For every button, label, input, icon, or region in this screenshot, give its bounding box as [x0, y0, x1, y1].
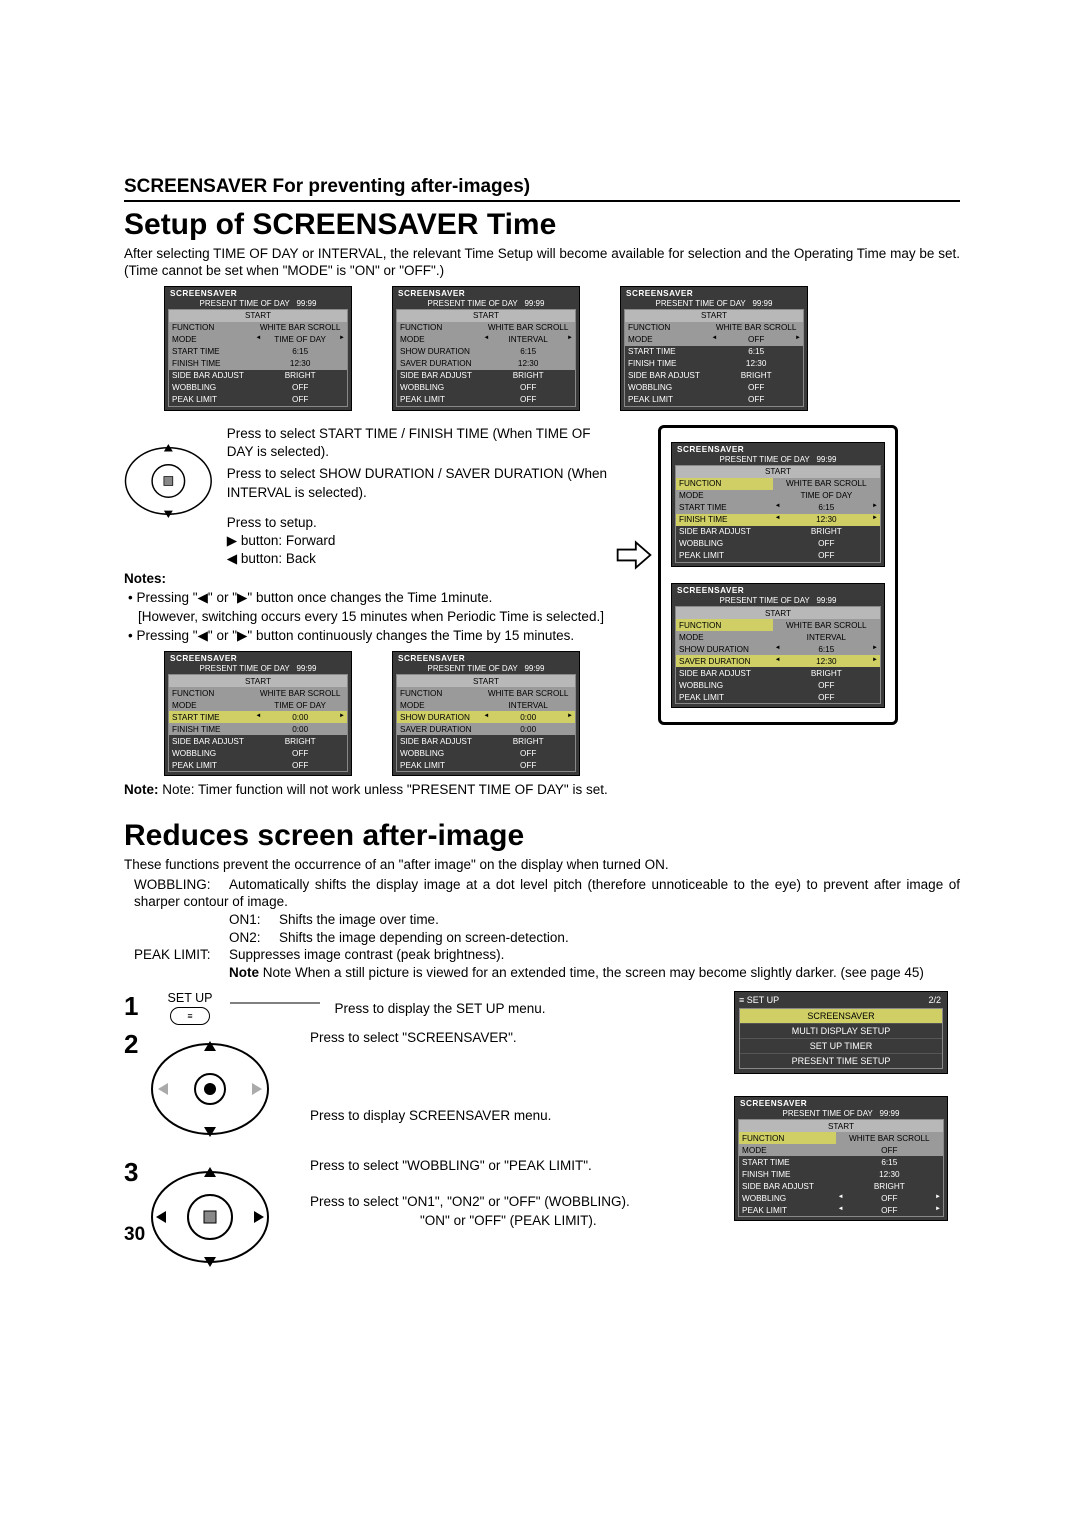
step-number: 1: [124, 991, 150, 1022]
section-header: SCREENSAVER For preventing after-images): [124, 176, 960, 202]
leader-line-icon: [230, 991, 330, 1013]
manual-page: SCREENSAVER For preventing after-images)…: [0, 0, 1080, 1528]
arrow-right-icon: [614, 535, 654, 575]
def-label: PEAK LIMIT:: [134, 946, 229, 964]
setup-osd-page: 2/2: [928, 995, 941, 1005]
setup-button-icon: ≡: [170, 1007, 210, 1025]
step-number: 3: [124, 1157, 150, 1188]
def-label: ON1:: [229, 911, 279, 929]
instr-text: Press to setup.: [227, 514, 614, 532]
osd-panel: SCREENSAVERPRESENT TIME OF DAY 99:99STAR…: [164, 286, 352, 411]
osd-panel: SCREENSAVERPRESENT TIME OF DAY 99:99STAR…: [392, 651, 580, 776]
instr-text: ◀ button: Back: [227, 550, 614, 568]
nav-pad-icon: [150, 1029, 270, 1149]
osd-panel: SCREENSAVERPRESENT TIME OF DAY 99:99STAR…: [164, 651, 352, 776]
setup-osd-item: MULTI DISPLAY SETUP: [740, 1024, 942, 1039]
page-number: 30: [124, 1224, 145, 1246]
def-text: Shifts the image depending on screen-det…: [279, 930, 569, 945]
heading-reduce: Reduces screen after-image: [124, 819, 960, 853]
osd-panel: SCREENSAVERPRESENT TIME OF DAY 99:99STAR…: [620, 286, 808, 411]
step-text: "ON" or "OFF" (PEAK LIMIT).: [420, 1212, 630, 1230]
step-text: Press to display SCREENSAVER menu.: [310, 1107, 551, 1125]
step-text: Press to select "ON1", "ON2" or "OFF" (W…: [310, 1193, 630, 1211]
nav-pad-icon: [124, 421, 213, 541]
def-label: ON2:: [229, 929, 279, 947]
step-text: Press to select "WOBBLING" or "PEAK LIMI…: [310, 1157, 630, 1175]
step-number: 2: [124, 1029, 150, 1060]
osd-panel: SCREENSAVERPRESENT TIME OF DAY 99:99STAR…: [671, 583, 885, 708]
def-text: Suppresses image contrast (peak brightne…: [229, 947, 504, 962]
setup-osd-item: SET UP TIMER: [740, 1039, 942, 1054]
note-text: Note: Timer function will not work unles…: [162, 782, 607, 797]
note-text: • Pressing "◀" or "▶" button once change…: [128, 590, 614, 607]
setup-osd: ≡ SET UP2/2 SCREENSAVER MULTI DISPLAY SE…: [734, 991, 948, 1074]
def-note: Note When a still picture is viewed for …: [263, 965, 924, 980]
instr-text: Press to select START TIME / FINISH TIME…: [227, 425, 614, 461]
def-label: WOBBLING:: [134, 876, 229, 894]
def-text: Shifts the image over time.: [279, 912, 439, 927]
osd-panel: SCREENSAVERPRESENT TIME OF DAY 99:99STAR…: [671, 442, 885, 567]
reduce-intro: These functions prevent the occurrence o…: [124, 857, 960, 874]
step-text: Press to select "SCREENSAVER".: [310, 1029, 551, 1047]
nav-pad-icon: [150, 1157, 270, 1277]
step-text: Press to display the SET UP menu.: [334, 1001, 545, 1016]
setup-intro: After selecting TIME OF DAY or INTERVAL,…: [124, 246, 960, 280]
osd-panel: SCREENSAVERPRESENT TIME OF DAY 99:99STAR…: [734, 1096, 948, 1221]
setup-osd-title: SET UP: [747, 995, 779, 1005]
instr-text: Press to select SHOW DURATION / SAVER DU…: [227, 465, 614, 501]
osd-panel: SCREENSAVERPRESENT TIME OF DAY 99:99STAR…: [392, 286, 580, 411]
note-text: • Pressing "◀" or "▶" button continuousl…: [128, 628, 614, 645]
setup-osd-item: PRESENT TIME SETUP: [740, 1054, 942, 1068]
setup-osd-item: SCREENSAVER: [740, 1009, 942, 1024]
notes-label: Notes:: [124, 571, 166, 586]
note-text: [However, switching occurs every 15 minu…: [138, 609, 614, 626]
setup-btn-label: SET UP: [150, 991, 230, 1005]
heading-setup: Setup of SCREENSAVER Time: [124, 208, 960, 242]
def-text: Automatically shifts the display image a…: [134, 877, 960, 910]
instr-text: ▶ button: Forward: [227, 532, 614, 550]
